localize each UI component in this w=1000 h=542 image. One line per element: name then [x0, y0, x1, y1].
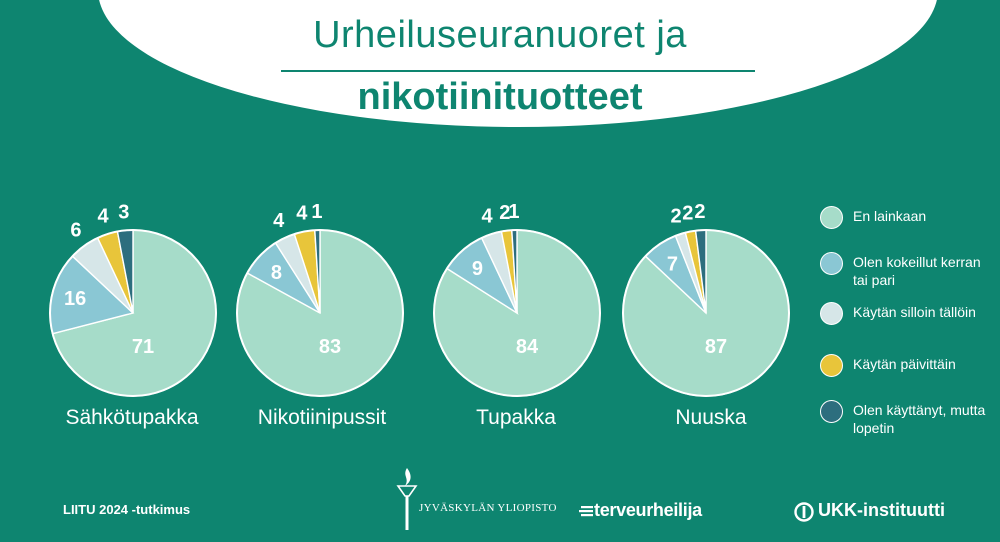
legend-swatch [820, 400, 843, 423]
legend-label: Olen kokeillut kerran tai pari [853, 254, 981, 288]
source-note: LIITU 2024 -tutkimus [63, 502, 191, 517]
chart-title-sahkotupakka: Sähkötupakka [65, 406, 199, 429]
data-label-silloin-talloin: 2 [670, 206, 681, 228]
logo-jyu-text: JYVÄSKYLÄN YLIOPISTO [419, 502, 557, 514]
data-label-kokeillut: 8 [271, 262, 282, 284]
pie-outline [236, 229, 404, 397]
data-label-silloin-talloin: 6 [70, 220, 81, 242]
data-label-kokeillut: 16 [64, 288, 86, 310]
speed-lines-icon [579, 506, 593, 517]
data-label-kokeillut: 7 [667, 254, 678, 276]
data-label-lopetin: 3 [118, 201, 129, 223]
data-label-paivittain: 4 [97, 206, 109, 228]
data-label-silloin-talloin: 4 [481, 206, 493, 228]
pie-outline [49, 229, 217, 397]
title-divider [281, 70, 755, 72]
data-label-en-lainkaan: 84 [516, 336, 539, 358]
chart-title-nuuska: Nuuska [675, 406, 747, 429]
legend-swatch [820, 302, 843, 325]
data-label-lopetin: 1 [508, 201, 519, 223]
data-label-en-lainkaan: 83 [319, 336, 341, 358]
data-label-kokeillut: 9 [472, 258, 483, 280]
legend-label: Käytän päivittäin [853, 356, 956, 372]
pie-0: 71 16 64 3 [49, 201, 217, 397]
data-label-paivittain: 2 [499, 202, 510, 224]
page-title-line2: nikotiinituotteet [357, 76, 643, 118]
chart-title-nikotiinipussit: Nikotiinipussit [257, 406, 387, 429]
data-label-en-lainkaan: 87 [705, 336, 727, 358]
data-label-paivittain: 4 [296, 203, 308, 225]
pie-outline [622, 229, 790, 397]
data-label-lopetin: 1 [311, 201, 322, 223]
logo-terveurheilija: terveurheilija [594, 500, 702, 520]
legend-label: Käytän silloin tällöin [853, 304, 976, 320]
data-label-en-lainkaan: 71 [132, 336, 154, 358]
legend-label: Olen käyttänyt, mutta lopetin [853, 402, 986, 436]
data-label-lopetin: 2 [694, 201, 705, 223]
logo-ukk: UKK-instituutti [818, 500, 945, 520]
data-label-paivittain: 2 [682, 203, 693, 225]
legend-swatch [820, 206, 843, 229]
legend-swatch [820, 252, 843, 275]
page-title-line1: Urheiluseuranuoret ja [313, 14, 687, 56]
legend-swatch [820, 354, 843, 377]
pie-2: 84 9 4 21 [433, 201, 601, 397]
header-arc [99, 0, 937, 127]
pie-3: 87 7 2 2 2 [622, 201, 790, 397]
data-label-silloin-talloin: 4 [273, 210, 285, 232]
torch-logo-icon [396, 468, 418, 530]
ukk-circle-icon [794, 502, 814, 522]
chart-title-tupakka: Tupakka [476, 406, 556, 429]
pie-outline [433, 229, 601, 397]
legend-label: En lainkaan [853, 208, 927, 224]
